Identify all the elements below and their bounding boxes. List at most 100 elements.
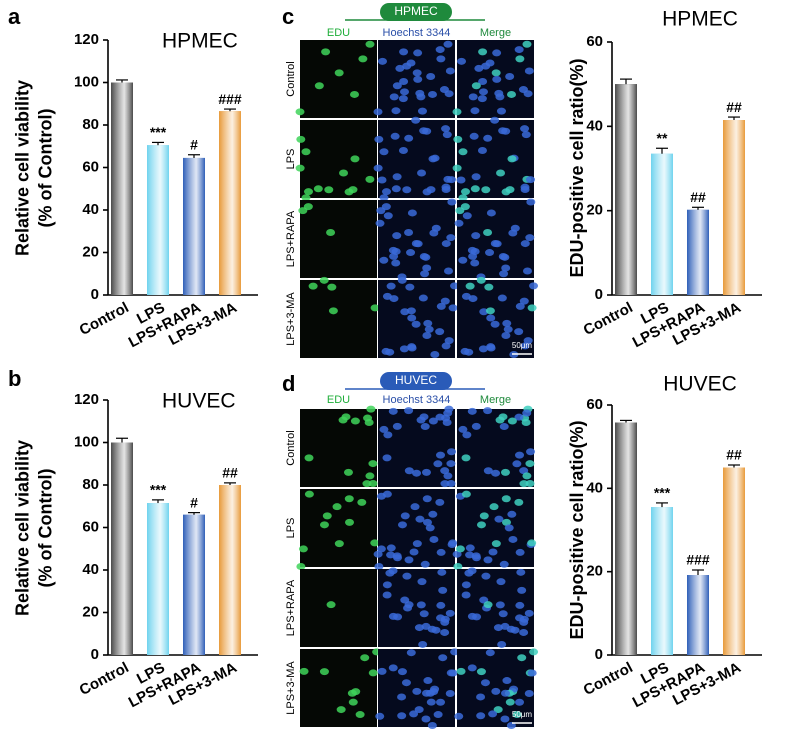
nucleus bbox=[385, 569, 395, 577]
nucleus bbox=[515, 548, 525, 556]
nucleus bbox=[498, 127, 508, 135]
nucleus bbox=[481, 572, 491, 580]
panel-letter: d bbox=[282, 371, 295, 396]
nucleus bbox=[381, 347, 391, 355]
micrograph bbox=[300, 280, 377, 358]
nucleus bbox=[524, 690, 534, 698]
y-axis-label: (% of Control) bbox=[35, 469, 55, 588]
nucleus bbox=[392, 173, 402, 181]
nucleus bbox=[419, 252, 429, 260]
x-tick-label: Control bbox=[581, 299, 636, 339]
nucleus bbox=[397, 693, 407, 701]
nucleus bbox=[399, 88, 409, 96]
nucleus bbox=[358, 55, 368, 63]
nucleus bbox=[338, 416, 348, 424]
nucleus bbox=[521, 131, 531, 139]
nucleus bbox=[399, 345, 409, 353]
nucleus bbox=[428, 510, 438, 518]
nucleus bbox=[429, 535, 439, 543]
nucleus bbox=[440, 467, 450, 475]
nucleus bbox=[468, 93, 478, 101]
nucleus bbox=[344, 495, 354, 503]
nucleus bbox=[471, 82, 481, 90]
nucleus bbox=[379, 148, 389, 156]
row-label: Control bbox=[285, 61, 297, 96]
nucleus bbox=[483, 134, 493, 142]
nucleus bbox=[516, 568, 526, 576]
y-tick-label: 40 bbox=[82, 561, 99, 578]
nucleus bbox=[476, 521, 486, 529]
y-tick-label: 60 bbox=[586, 396, 603, 413]
nucleus bbox=[454, 219, 464, 227]
nucleus bbox=[386, 282, 396, 290]
nucleus bbox=[505, 186, 515, 194]
nucleus bbox=[430, 351, 440, 359]
nucleus bbox=[431, 224, 441, 232]
nucleus bbox=[467, 612, 477, 620]
nucleus bbox=[514, 46, 524, 54]
nucleus bbox=[456, 176, 466, 184]
panel-letter: c bbox=[282, 4, 294, 29]
nucleus bbox=[399, 77, 409, 85]
nucleus bbox=[445, 67, 455, 75]
nucleus bbox=[501, 495, 511, 503]
bar bbox=[651, 507, 673, 655]
nucleus bbox=[421, 468, 431, 476]
nucleus bbox=[484, 283, 494, 291]
nucleus bbox=[502, 319, 512, 327]
nucleus bbox=[507, 510, 517, 518]
nucleus bbox=[526, 198, 536, 206]
nucleus bbox=[360, 654, 370, 662]
bar bbox=[723, 120, 745, 295]
nucleus bbox=[299, 667, 309, 675]
nucleus bbox=[424, 325, 434, 333]
nucleus bbox=[450, 282, 460, 290]
nucleus bbox=[373, 550, 383, 558]
nucleus bbox=[375, 712, 385, 720]
y-axis-label: (% of Control) bbox=[35, 109, 55, 228]
nucleus bbox=[441, 240, 451, 248]
nucleus bbox=[357, 498, 367, 506]
nucleus bbox=[527, 669, 537, 677]
nucleus bbox=[485, 649, 495, 657]
nucleus bbox=[476, 712, 486, 720]
nucleus bbox=[505, 698, 515, 706]
nucleus bbox=[304, 454, 314, 462]
nucleus bbox=[398, 95, 408, 103]
nucleus bbox=[402, 186, 412, 194]
nucleus bbox=[492, 240, 502, 248]
nucleus bbox=[417, 578, 427, 586]
nucleus bbox=[386, 551, 396, 559]
nucleus bbox=[443, 472, 453, 480]
nucleus bbox=[450, 648, 460, 656]
nucleus bbox=[486, 314, 496, 322]
y-tick-label: 0 bbox=[91, 646, 99, 663]
nucleus bbox=[490, 320, 500, 328]
nucleus bbox=[481, 186, 491, 194]
nucleus bbox=[347, 689, 357, 697]
nucleus bbox=[433, 711, 443, 719]
significance-mark: *** bbox=[654, 485, 671, 501]
nucleus bbox=[515, 698, 525, 706]
nucleus bbox=[404, 407, 414, 415]
nucleus bbox=[419, 610, 429, 618]
nucleus bbox=[303, 188, 313, 196]
nucleus bbox=[343, 468, 353, 476]
y-tick-label: 60 bbox=[82, 518, 99, 535]
nucleus bbox=[483, 556, 493, 564]
nucleus bbox=[445, 690, 455, 698]
nucleus bbox=[370, 304, 380, 312]
nucleus bbox=[379, 425, 389, 433]
nucleus bbox=[465, 544, 475, 552]
nucleus bbox=[505, 72, 515, 80]
nucleus bbox=[426, 698, 436, 706]
header-badge bbox=[380, 372, 452, 390]
nucleus bbox=[515, 302, 525, 310]
nucleus bbox=[420, 423, 430, 431]
nucleus bbox=[350, 90, 360, 98]
nucleus bbox=[512, 460, 522, 468]
micrograph bbox=[300, 569, 377, 647]
nucleus bbox=[470, 259, 480, 267]
nucleus bbox=[370, 539, 380, 547]
nucleus bbox=[388, 664, 398, 672]
